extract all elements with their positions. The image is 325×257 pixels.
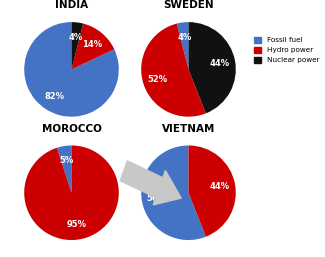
Text: 95%: 95%: [67, 220, 86, 229]
Title: VIETNAM: VIETNAM: [162, 124, 215, 134]
Wedge shape: [141, 24, 206, 117]
Title: MOROCCO: MOROCCO: [42, 124, 101, 134]
Wedge shape: [57, 145, 72, 193]
Wedge shape: [24, 22, 119, 117]
Wedge shape: [72, 24, 114, 69]
Text: 4%: 4%: [68, 33, 83, 42]
Text: 82%: 82%: [44, 92, 64, 101]
Title: SWEDEN: SWEDEN: [163, 0, 214, 10]
Legend: Fossil fuel, Hydro power, Nuclear power: Fossil fuel, Hydro power, Nuclear power: [252, 34, 321, 66]
Wedge shape: [188, 22, 236, 113]
FancyArrow shape: [120, 161, 181, 205]
Text: 14%: 14%: [82, 40, 102, 49]
Text: 5%: 5%: [59, 157, 73, 166]
Wedge shape: [141, 145, 206, 240]
Wedge shape: [24, 145, 119, 240]
Text: 44%: 44%: [210, 59, 230, 68]
Text: 4%: 4%: [177, 33, 192, 42]
Wedge shape: [72, 22, 83, 69]
Wedge shape: [188, 145, 236, 237]
Text: 44%: 44%: [210, 182, 230, 191]
Text: 56%: 56%: [147, 194, 167, 203]
Wedge shape: [177, 22, 188, 69]
Text: 52%: 52%: [148, 75, 168, 84]
Title: INDIA: INDIA: [55, 0, 88, 10]
